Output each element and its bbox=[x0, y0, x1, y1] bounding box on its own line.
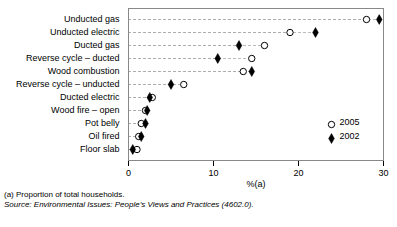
svg-text:0: 0 bbox=[126, 168, 131, 178]
svg-text:20: 20 bbox=[293, 168, 303, 178]
svg-text:Wood combustion: Wood combustion bbox=[48, 66, 120, 76]
svg-text:Reverse cycle – unducted: Reverse cycle – unducted bbox=[16, 79, 120, 89]
svg-text:Ducted gas: Ducted gas bbox=[74, 40, 120, 50]
svg-text:30: 30 bbox=[378, 168, 388, 178]
svg-text:Reverse cycle – ducted: Reverse cycle – ducted bbox=[26, 53, 120, 63]
svg-text:Floor slab: Floor slab bbox=[80, 144, 120, 154]
svg-text:Unducted gas: Unducted gas bbox=[64, 14, 120, 24]
html-text:Source: Environmental Issues:: Source: Environmental Issues: People’s V… bbox=[4, 200, 254, 209]
svg-text:Oil fired: Oil fired bbox=[88, 131, 119, 141]
svg-text:2002: 2002 bbox=[340, 131, 360, 141]
svg-text:Pot belly: Pot belly bbox=[85, 118, 120, 128]
svg-text:Wood fire – open: Wood fire – open bbox=[51, 105, 119, 115]
svg-text:2005: 2005 bbox=[340, 117, 360, 127]
svg-text:10: 10 bbox=[208, 168, 218, 178]
svg-text:Unducted electric: Unducted electric bbox=[50, 27, 120, 37]
svg-text:%(a): %(a) bbox=[246, 179, 265, 189]
svg-text:Ducted electric: Ducted electric bbox=[60, 92, 120, 102]
html-text:(a) Proportion of total househ: (a) Proportion of total households. bbox=[4, 190, 125, 199]
